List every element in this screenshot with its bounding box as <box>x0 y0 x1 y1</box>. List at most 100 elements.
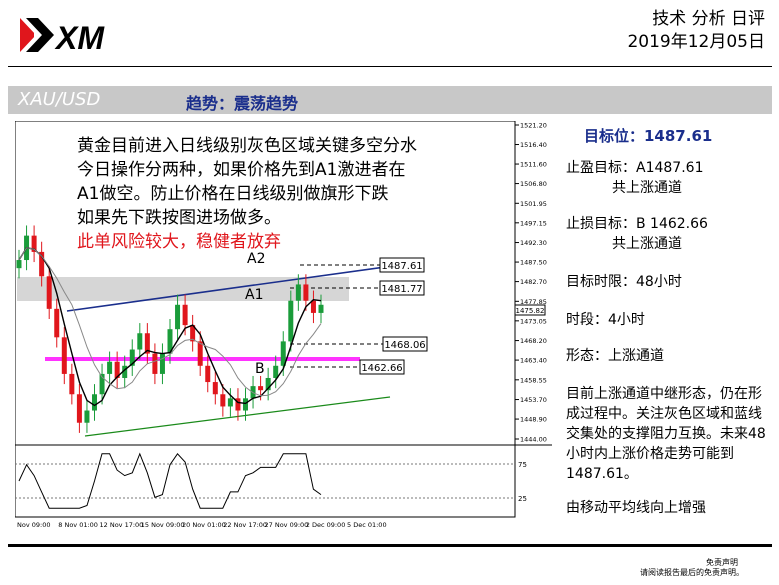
stop-loss-note: 共上涨通道 <box>612 236 682 252</box>
y-tick-label: 1516.40 <box>520 141 547 149</box>
candle-body <box>265 377 271 391</box>
y-tick-label: 1497.15 <box>520 219 547 227</box>
y-tick-label: 1506.80 <box>520 180 547 188</box>
currency-pair: XAU/USD <box>18 89 101 110</box>
annotation-line: A1做空。防止价格在日线级别做旗形下跌 <box>77 184 389 204</box>
y-tick-label: 1521.20 <box>520 122 547 130</box>
footer-divider <box>8 544 772 547</box>
annotation-line: 黄金目前进入日线级别灰色区域关键多空分水 <box>77 136 417 156</box>
annotation-line: 今日操作分两种，如果价格先到A1激进者在 <box>77 160 406 180</box>
current-price-tag: 1475.82 <box>514 304 546 316</box>
y-tick-label: 1458.55 <box>520 376 547 384</box>
y-tick-label: 1501.95 <box>520 200 547 208</box>
disclaimer-note: 请阅读报告最后的免责声明。 <box>640 568 744 577</box>
price-box-a2: 1487.61 <box>379 257 425 273</box>
y-tick-label: 1482.70 <box>520 278 547 286</box>
label-b: B <box>255 361 265 377</box>
candle-body <box>99 373 105 395</box>
x-tick-label: 8 Nov 01:00 <box>58 521 98 529</box>
osc-tick-25: 25 <box>518 495 527 503</box>
candle-body <box>137 333 143 350</box>
x-tick-label: 12 Nov 17:00 <box>100 521 144 529</box>
label-a2: A2 <box>247 251 265 267</box>
analysis-annotation: 黄金目前进入日线级别灰色区域关键多空分水 今日操作分两种，如果价格先到A1激进者… <box>77 134 517 254</box>
oscillator-line <box>18 452 322 509</box>
candle-body <box>197 341 203 366</box>
svg-text:1475.82: 1475.82 <box>516 307 545 315</box>
osc-tick-75: 75 <box>518 461 527 469</box>
xm-logo: XM <box>20 18 105 56</box>
svg-text:1462.66: 1462.66 <box>361 363 402 374</box>
candle-body <box>16 260 22 269</box>
candle-body <box>303 284 309 301</box>
label-a1: A1 <box>245 287 263 303</box>
ma-fast-line <box>18 247 322 407</box>
candle-body <box>205 365 211 383</box>
x-tick-label: 15 Nov 09:00 <box>141 521 185 529</box>
y-tick-label: 1468.20 <box>520 337 547 345</box>
candle-body <box>212 382 218 395</box>
y-tick-label: 1492.30 <box>520 239 547 247</box>
y-tick-label: 1448.90 <box>520 416 547 424</box>
x-tick-label: 2 Dec 09:00 <box>306 521 346 529</box>
y-tick-label: 1473.05 <box>520 317 547 325</box>
candle-body <box>175 304 181 330</box>
candle-body <box>258 386 264 391</box>
svg-text:1481.77: 1481.77 <box>381 284 422 295</box>
candle-body <box>167 329 173 354</box>
candle-body <box>288 300 294 342</box>
pattern: 形态：上涨通道 <box>566 348 664 364</box>
candle-body <box>273 365 279 378</box>
price-box-mid: 1468.06 <box>382 336 428 352</box>
trend-label: 趋势：震荡趋势 <box>186 94 299 113</box>
report-date: 2019年12月05日 <box>627 32 765 52</box>
x-tick-label: Nov 09:00 <box>17 521 50 529</box>
take-profit: 止盈目标：A1487.61 <box>566 160 704 176</box>
candle-body <box>46 276 52 309</box>
svg-text:1487.61: 1487.61 <box>381 261 422 272</box>
banner-bar <box>8 86 772 114</box>
candle-body <box>310 300 316 313</box>
candle-body <box>235 398 241 411</box>
take-profit-note: 共上涨通道 <box>612 180 682 196</box>
candle-body <box>107 361 113 374</box>
candle-body <box>144 333 150 354</box>
moving-averages-group <box>18 247 322 407</box>
candle-body <box>69 373 75 395</box>
y-axis-ticks: 1521.20 1516.40 1511.60 1506.80 1501.95 1497.… <box>515 122 547 444</box>
y-tick-label: 1487.50 <box>520 259 547 267</box>
candle-body <box>190 325 196 342</box>
x-tick-label: 5 Dec 01:00 <box>347 521 387 529</box>
target-price: 目标位：1487.61 <box>584 127 713 145</box>
candles-group <box>16 225 324 433</box>
candle-body <box>92 394 97 411</box>
timeframe: 时段：4小时 <box>566 312 645 328</box>
ma-note: 由移动平均线向上增强 <box>566 500 706 516</box>
candle-body <box>182 304 188 326</box>
disclaimer-title: 免责声明 <box>706 558 738 567</box>
x-tick-label: 22 Nov 17:00 <box>223 521 267 529</box>
candle-body <box>159 353 165 374</box>
resistance-trendline <box>66 266 386 312</box>
y-tick-label: 1477.85 <box>520 298 547 306</box>
description: 目前上涨通道中继形态，仍在形成过程中。关注灰色区域和蓝线交集处的支撑阻力互换。未… <box>566 386 766 482</box>
candle-body <box>318 304 324 313</box>
candle-body <box>39 251 45 277</box>
candle-body <box>129 349 135 366</box>
candle-body <box>84 410 90 423</box>
candle-body <box>152 353 158 374</box>
candle-body <box>280 341 286 366</box>
price-box-b: 1462.66 <box>359 359 405 375</box>
ma-slow-line <box>18 247 322 397</box>
logo-text: XM <box>54 20 105 56</box>
candle-body <box>122 365 128 378</box>
price-chart: 1521.20 1516.40 1511.60 1506.80 1501.95 1497.… <box>15 121 552 530</box>
risk-warning: 此单风险较大，稳健者放弃 <box>77 232 281 252</box>
report-title: 技术 分析 日评 <box>652 9 765 29</box>
candle-body <box>227 398 233 407</box>
candle-body <box>31 235 37 252</box>
y-tick-label: 1463.40 <box>520 357 547 365</box>
resistance-zone <box>17 277 349 301</box>
stop-loss: 止损目标：B 1462.66 <box>566 216 708 232</box>
